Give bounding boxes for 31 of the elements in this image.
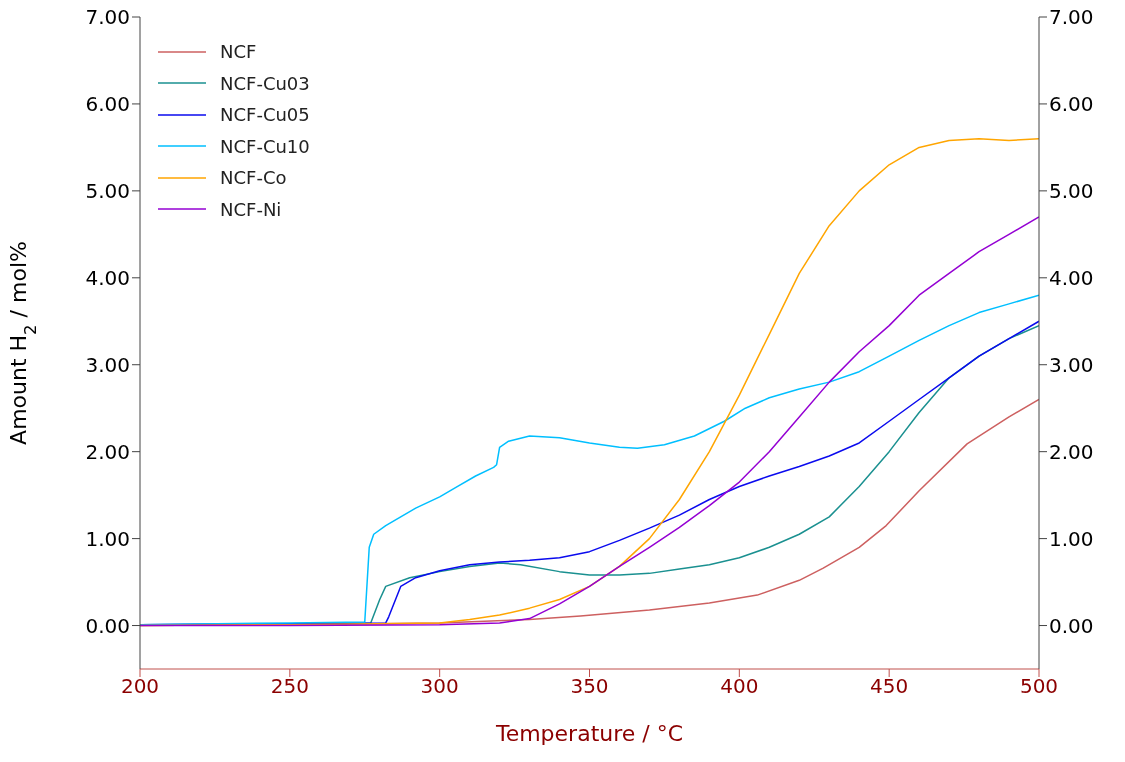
x-tick-label: 450 — [870, 674, 909, 699]
y-tick-label: 1.00 — [85, 526, 130, 551]
y-tick-label: 6.00 — [85, 92, 130, 117]
y2-tick-label: 3.00 — [1049, 352, 1094, 377]
legend-label: NCF-Cu03 — [220, 72, 310, 94]
y2-tick-label: 5.00 — [1049, 178, 1094, 203]
x-tick-label: 250 — [270, 674, 309, 699]
legend-label: NCF-Cu10 — [220, 135, 310, 157]
y2-tick-label: 2.00 — [1049, 439, 1094, 464]
y2-tick-label: 6.00 — [1049, 92, 1094, 117]
y2-tick-label: 0.00 — [1049, 613, 1094, 638]
line-series — [140, 216, 1039, 627]
x-axis-title: Temperature / °C — [494, 721, 684, 746]
y-tick-label: 0.00 — [85, 613, 130, 638]
x-tick-label: 200 — [120, 674, 160, 699]
y-tick-label: 5.00 — [85, 178, 130, 203]
y-tick-label: 3.00 — [85, 352, 130, 377]
y-tick-label: 7.00 — [85, 5, 130, 30]
legend-label: NCF-Co — [220, 167, 287, 189]
x-tick-label: 350 — [570, 674, 609, 699]
y-tick-label: 2.00 — [85, 439, 130, 464]
x-tick-label: 300 — [420, 674, 459, 699]
legend-label: NCF — [220, 41, 257, 63]
y2-tick-label: 7.00 — [1049, 5, 1094, 30]
legend-label: NCF-Ni — [220, 198, 282, 220]
x-tick-label: 500 — [1019, 674, 1059, 699]
y-tick-label: 4.00 — [85, 265, 130, 290]
y2-tick-label: 1.00 — [1049, 526, 1094, 551]
legend-label: NCF-Cu05 — [220, 104, 310, 126]
y2-tick-label: 4.00 — [1049, 265, 1094, 290]
x-tick-label: 400 — [720, 674, 759, 699]
